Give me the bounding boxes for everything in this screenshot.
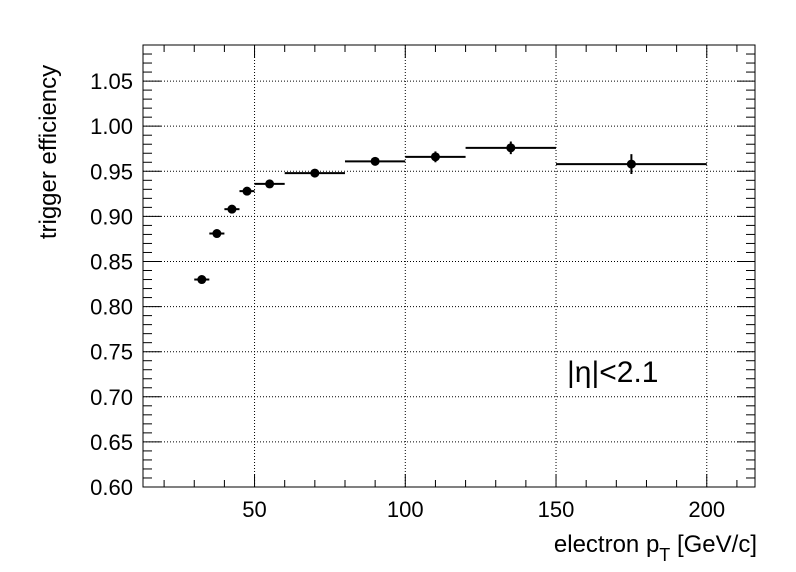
x-axis-title: electron pT [GeV/c] [554,531,757,565]
data-point-group [284,168,345,178]
y-tick-label: 0.65 [90,430,133,455]
data-point-group [209,229,225,239]
x-tick-label: 150 [538,497,575,522]
x-axis-title-unit: [GeV/c] [670,531,757,558]
data-points [194,141,707,285]
data-point-group [254,179,285,189]
plot-frame [142,44,756,488]
axis-tick-labels: 50 100 150 200 0.60 0.65 0.70 0.75 0.80 0.85 0.90 0… [90,69,725,522]
data-point-marker [227,204,237,214]
y-tick-label: 0.75 [90,340,133,365]
data-point-marker [265,179,275,189]
x-tick-label: 200 [688,497,725,522]
data-point-marker [370,156,380,166]
data-point-marker [310,168,320,178]
y-tick-label: 1.05 [90,69,133,94]
data-point-group [224,204,240,214]
y-tick-label: 0.70 [90,385,133,410]
data-point-marker [197,275,207,285]
y-tick-label: 0.60 [90,475,133,500]
x-axis-title-main: electron p [554,531,659,558]
x-axis-title-subscript: T [659,545,670,565]
y-tick-label: 0.95 [90,159,133,184]
grid [143,45,755,488]
data-point-marker [626,159,636,169]
data-point-group [239,186,255,196]
x-tick-label: 50 [242,497,266,522]
y-tick-label: 1.00 [90,114,133,139]
data-point-marker [506,143,516,153]
data-point-group [465,141,557,155]
data-point-group [344,156,406,166]
data-point-marker [212,229,222,239]
y-tick-label: 0.85 [90,249,133,274]
eta-cut-annotation: |η|<2.1 [567,356,659,389]
data-point-marker [242,186,252,196]
x-tick-label: 100 [387,497,424,522]
y-tick-label: 0.90 [90,204,133,229]
y-axis-title: trigger efficiency [35,65,62,239]
y-tick-label: 0.80 [90,295,133,320]
data-point-group [194,275,210,285]
data-point-group [405,151,466,163]
data-point-marker [430,152,440,162]
data-point-group [556,154,707,174]
axis-ticks [143,45,755,488]
